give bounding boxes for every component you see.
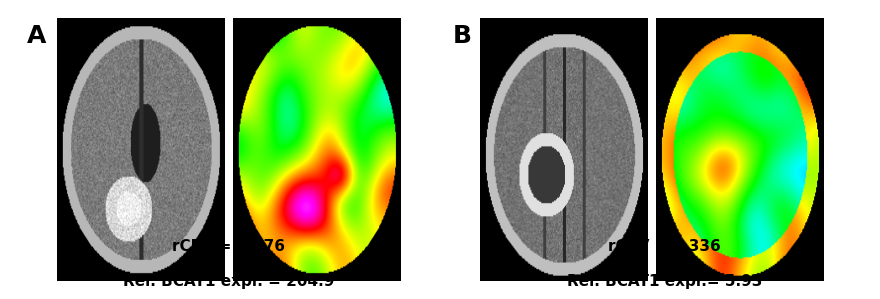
Text: rCBV = 6.476: rCBV = 6.476 xyxy=(172,239,285,254)
Text: Rel. BCAT1 expr.= 5.93: Rel. BCAT1 expr.= 5.93 xyxy=(567,274,762,289)
Text: Rel. BCAT1 expr. = 204.9: Rel. BCAT1 expr. = 204.9 xyxy=(123,274,334,289)
Text: rCBV = 1.336: rCBV = 1.336 xyxy=(608,239,721,254)
Text: B: B xyxy=(453,24,473,48)
Text: A: A xyxy=(26,24,46,48)
